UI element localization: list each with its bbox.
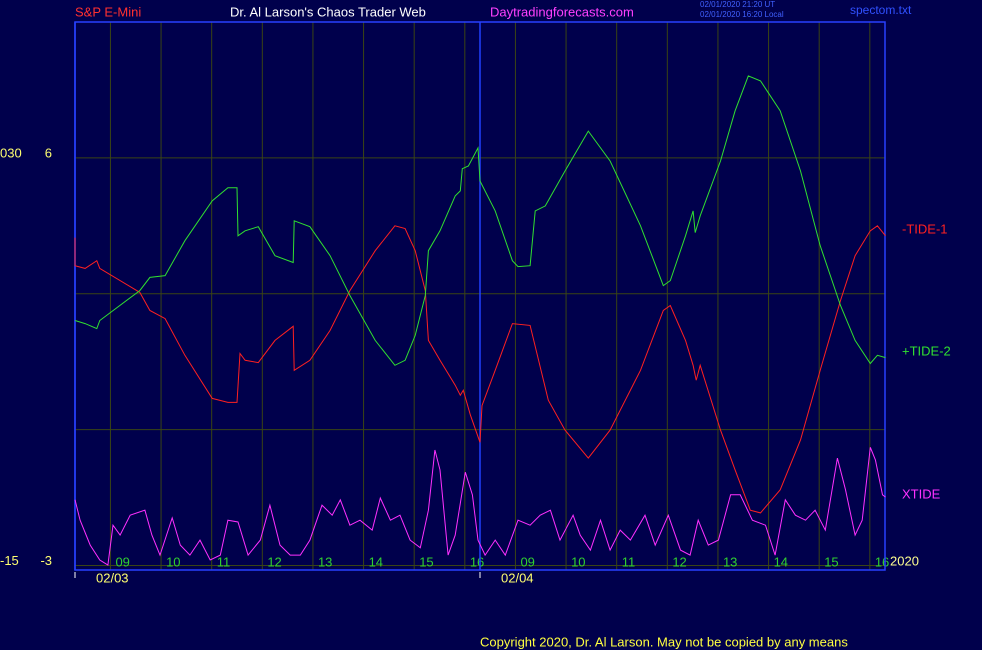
tide-line — [74, 225, 886, 514]
x-tick-label: 12 — [267, 554, 281, 569]
chart-title: Dr. Al Larson's Chaos Trader Web — [230, 4, 426, 19]
series-label: +TIDE-2 — [902, 343, 951, 358]
y-tick-label: -3 — [40, 553, 52, 568]
date-label: 02/04 — [501, 570, 534, 585]
timestamp: 02/01/2020 16:20 Local — [700, 10, 784, 19]
tide-line — [74, 447, 886, 566]
year-label: 2020 — [890, 553, 919, 568]
x-tick-label: 13 — [318, 554, 332, 569]
x-tick-label: 13 — [723, 554, 737, 569]
tide-line — [74, 75, 886, 366]
x-tick-label: 11 — [217, 554, 231, 569]
y-tick-label: 6 — [45, 145, 52, 160]
copyright: Copyright 2020, Dr. Al Larson. May not b… — [480, 634, 848, 649]
series-label: XTIDE — [902, 486, 941, 501]
x-tick-label: 14 — [774, 554, 788, 569]
x-tick-label: 10 — [166, 554, 180, 569]
x-tick-label: 14 — [369, 554, 383, 569]
file-name: spectom.txt — [850, 3, 912, 17]
timestamp: 02/01/2020 21:20 UT — [700, 0, 775, 9]
y2-tick-label: -15 — [0, 553, 19, 568]
x-tick-label: 12 — [672, 554, 686, 569]
x-tick-label: 09 — [115, 554, 129, 569]
date-label: 02/03 — [96, 570, 129, 585]
x-tick-label: 11 — [622, 554, 636, 569]
x-tick-label: 16 — [470, 554, 484, 569]
plot-frame — [74, 21, 886, 571]
symbol: S&P E-Mini — [75, 4, 141, 19]
site: Daytradingforecasts.com — [490, 4, 634, 19]
x-tick-label: 10 — [571, 554, 585, 569]
x-tick-label: 16 — [875, 554, 889, 569]
x-tick-label: 15 — [419, 554, 433, 569]
y2-tick-label: 030 — [0, 145, 22, 160]
x-tick-label: 15 — [824, 554, 838, 569]
series-label: -TIDE-1 — [902, 221, 948, 236]
x-tick-label: 09 — [520, 554, 534, 569]
